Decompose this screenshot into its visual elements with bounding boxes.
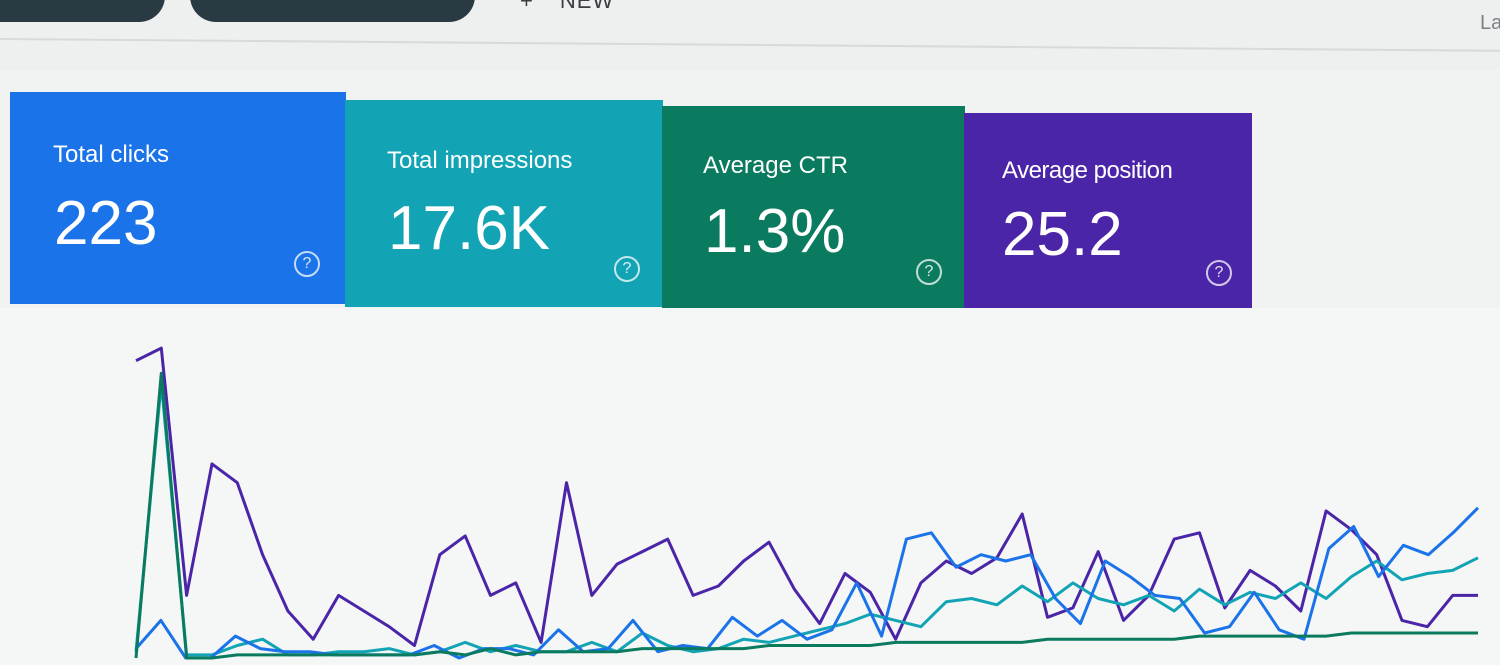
plus-icon: + <box>520 0 534 13</box>
chart-series-line-3[interactable] <box>134 371 1478 660</box>
metric-card-total-clicks[interactable]: Total clicks 223 ? <box>10 92 346 304</box>
performance-chart-panel <box>0 308 1500 665</box>
top-toolbar: + NEW La <box>0 0 1500 70</box>
chart-series-line-0[interactable] <box>135 346 1478 647</box>
metric-cards: Total clicks 223 ? Total impressions 17.… <box>0 0 1500 320</box>
metric-label: Total clicks <box>53 141 170 168</box>
add-new-label: NEW <box>559 0 615 13</box>
filter-chip-query[interactable] <box>190 0 475 22</box>
metric-card-average-ctr[interactable]: Average CTR 1.3% ? <box>662 106 965 308</box>
add-new-button[interactable]: + NEW <box>520 0 614 14</box>
metric-label: Average CTR <box>703 152 848 179</box>
metric-value: 25.2 <box>1002 200 1123 269</box>
question-circle-icon[interactable]: ? <box>614 256 640 282</box>
metric-label: Total impressions <box>387 147 573 174</box>
question-circle-icon[interactable]: ? <box>916 259 942 285</box>
metric-card-total-impressions[interactable]: Total impressions 17.6K ? <box>345 100 663 307</box>
last-updated-label: La <box>1480 12 1500 34</box>
metric-value: 223 <box>54 189 158 258</box>
metric-value: 17.6K <box>388 194 551 263</box>
metric-value: 1.3% <box>704 197 846 266</box>
chart-series-line-1[interactable] <box>134 381 1479 657</box>
question-circle-icon[interactable]: ? <box>1206 260 1232 286</box>
filter-chip-date[interactable] <box>0 0 165 22</box>
metric-label: Average position <box>1002 157 1173 184</box>
metric-card-average-position[interactable]: Average position 25.2 ? <box>964 113 1252 309</box>
question-circle-icon[interactable]: ? <box>294 251 320 277</box>
